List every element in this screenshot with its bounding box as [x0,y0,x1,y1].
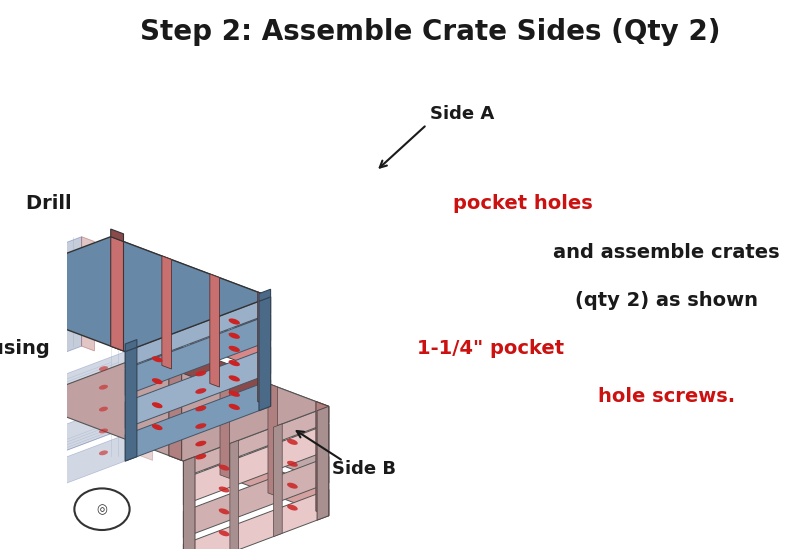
Ellipse shape [229,360,240,366]
Text: (qty 2) as shown: (qty 2) as shown [575,290,758,310]
Ellipse shape [229,333,240,339]
Polygon shape [110,229,123,241]
Polygon shape [0,364,140,444]
Ellipse shape [195,441,206,447]
Polygon shape [126,347,270,428]
Polygon shape [268,383,278,497]
Polygon shape [183,424,329,505]
Polygon shape [0,236,270,351]
Ellipse shape [218,465,230,471]
Polygon shape [0,430,140,510]
Ellipse shape [229,404,240,410]
Polygon shape [110,287,270,373]
Polygon shape [110,320,270,406]
Ellipse shape [229,375,240,382]
Ellipse shape [287,439,298,445]
Ellipse shape [195,423,206,429]
Polygon shape [0,401,7,515]
Text: ◎: ◎ [97,503,107,516]
Text: using: using [0,339,57,358]
Ellipse shape [195,406,206,411]
Polygon shape [126,315,270,395]
Polygon shape [259,297,270,411]
Polygon shape [169,346,182,460]
Polygon shape [0,254,82,335]
Ellipse shape [152,424,162,430]
Polygon shape [126,297,270,368]
Polygon shape [258,292,270,406]
Polygon shape [110,236,123,351]
Polygon shape [126,347,137,461]
Polygon shape [82,236,94,351]
Text: Step 2: Assemble Crate Sides (Qty 2): Step 2: Assemble Crate Sides (Qty 2) [140,18,721,46]
Polygon shape [183,456,329,538]
Polygon shape [169,430,329,516]
Ellipse shape [287,483,298,488]
Polygon shape [169,397,329,483]
Ellipse shape [218,530,230,536]
Text: pocket holes: pocket holes [453,194,593,213]
Ellipse shape [229,318,240,324]
Polygon shape [259,289,270,301]
Text: Side B: Side B [332,460,396,478]
Polygon shape [169,364,329,450]
Polygon shape [169,346,329,423]
Ellipse shape [41,324,50,329]
Ellipse shape [99,428,108,433]
Polygon shape [110,254,270,340]
Text: hole screws.: hole screws. [598,387,735,406]
Polygon shape [126,380,270,461]
Ellipse shape [195,388,206,394]
Polygon shape [183,490,329,550]
Ellipse shape [218,487,230,492]
Ellipse shape [229,390,240,397]
Text: and assemble crates: and assemble crates [554,243,780,261]
Ellipse shape [195,454,206,459]
Ellipse shape [99,385,108,389]
Polygon shape [210,274,219,387]
Circle shape [74,488,130,530]
Polygon shape [0,236,82,308]
Ellipse shape [41,289,50,294]
Text: Side A: Side A [430,104,494,123]
Polygon shape [183,406,329,477]
Ellipse shape [287,461,298,467]
Ellipse shape [195,371,206,376]
Text: 1-1/4" pocket: 1-1/4" pocket [418,339,565,358]
Ellipse shape [287,504,298,510]
Ellipse shape [41,308,50,313]
Polygon shape [230,440,238,550]
Ellipse shape [218,508,230,514]
Ellipse shape [41,272,50,277]
Ellipse shape [99,450,108,455]
Ellipse shape [229,346,240,352]
Polygon shape [23,346,329,461]
Ellipse shape [152,378,162,384]
Polygon shape [0,287,82,368]
Polygon shape [0,397,140,477]
Polygon shape [274,424,282,537]
Polygon shape [220,365,230,478]
Ellipse shape [152,356,162,362]
Polygon shape [317,406,329,520]
Polygon shape [0,346,140,417]
Ellipse shape [99,366,108,371]
Polygon shape [140,346,153,460]
Text: Drill: Drill [26,194,78,213]
Polygon shape [183,456,195,550]
Polygon shape [110,236,270,314]
Polygon shape [162,256,171,369]
Polygon shape [316,402,329,516]
Ellipse shape [41,341,50,346]
Polygon shape [0,320,82,401]
Ellipse shape [152,402,162,408]
Polygon shape [126,339,137,351]
Ellipse shape [99,406,108,411]
